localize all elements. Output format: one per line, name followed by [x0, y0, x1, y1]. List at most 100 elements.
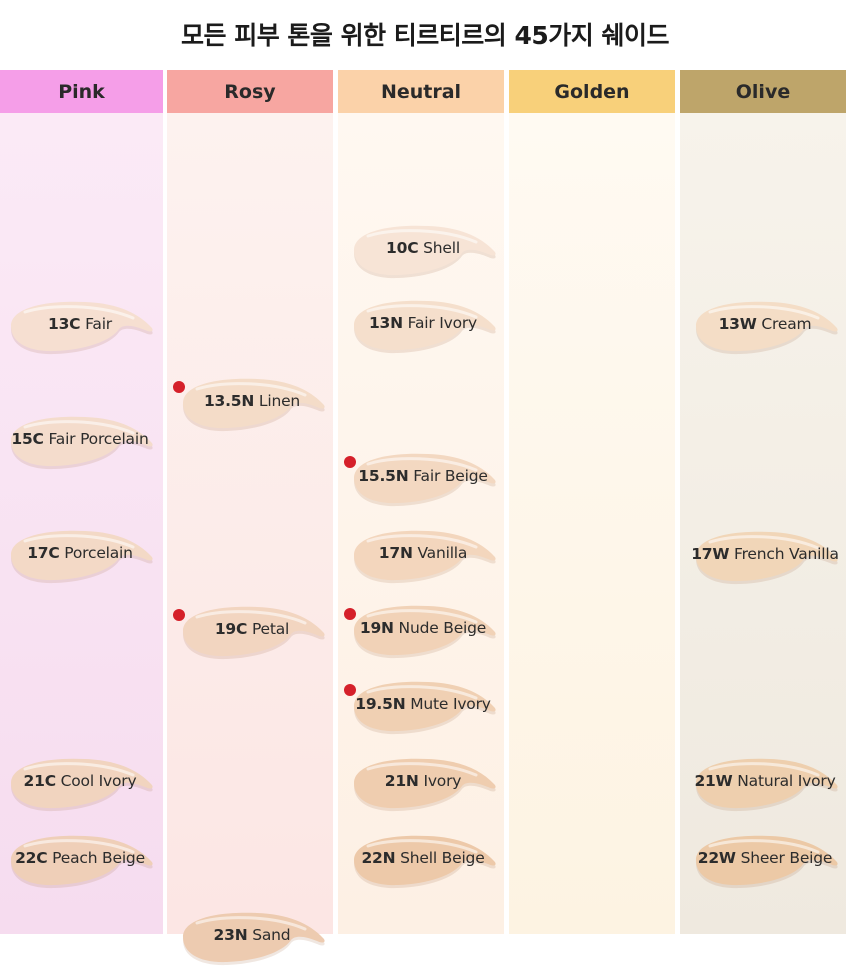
foundation-smear: [183, 378, 325, 432]
shade-code: 17W: [691, 545, 730, 563]
shade-code: 21W: [694, 772, 733, 790]
foundation-smear: [354, 758, 496, 812]
foundation-smear: [696, 835, 838, 889]
shade-code: 17N: [378, 544, 413, 562]
shade-name: Fair Beige: [413, 467, 488, 485]
shade-swatch: 13W Cream: [690, 296, 840, 360]
new-shade-dot: [344, 608, 356, 620]
foundation-smear: [354, 605, 496, 659]
shade-label: 22W Sheer Beige: [690, 830, 840, 886]
shade-name: Fair Ivory: [407, 314, 478, 332]
shade-label: 13N Fair Ivory: [348, 295, 498, 351]
shade-code: 13N: [368, 314, 403, 332]
shade-code: 17C: [27, 544, 60, 562]
foundation-smear: [354, 530, 496, 584]
shade-code: 13C: [48, 315, 81, 333]
shade-name: Cool Ivory: [60, 772, 137, 790]
shade-swatch: 22N Shell Beige: [348, 830, 498, 894]
new-shade-dot: [344, 456, 356, 468]
new-shade-dot: [173, 609, 185, 621]
foundation-smear: [183, 606, 325, 660]
shade-code: 21N: [384, 772, 419, 790]
shade-code: 19.5N: [355, 695, 406, 713]
shade-swatch: 15.5N Fair Beige: [344, 448, 498, 512]
column-body: 13W Cream 17W French Vanilla 21W Natural I…: [680, 113, 846, 934]
shade-swatch: 17C Porcelain: [5, 525, 155, 589]
foundation-smear: [696, 301, 838, 355]
shade-code: 21C: [23, 772, 57, 790]
shade-swatch: 19.5N Mute Ivory: [344, 676, 498, 740]
shade-code: 13.5N: [203, 392, 255, 410]
column-header: Neutral: [338, 70, 504, 113]
shade-name: Porcelain: [64, 544, 133, 562]
foundation-smear: [11, 835, 153, 889]
shade-label: 15.5N Fair Beige: [348, 448, 498, 504]
shade-label: 13C Fair: [5, 296, 155, 352]
shade-label: 19C Petal: [177, 601, 327, 657]
column-body: [509, 113, 675, 934]
shade-swatch: 22W Sheer Beige: [690, 830, 840, 894]
shade-swatch: 17W French Vanilla: [690, 526, 840, 590]
shade-swatch: 13N Fair Ivory: [348, 295, 498, 359]
shade-code: 13W: [718, 315, 757, 333]
shade-name: French Vanilla: [734, 545, 839, 563]
new-shade-dot: [173, 381, 185, 393]
shade-code: 10C: [386, 239, 419, 257]
foundation-smear: [354, 835, 496, 889]
shade-swatch: 13C Fair: [5, 296, 155, 360]
column-header: Golden: [509, 70, 675, 113]
shade-code: 22W: [697, 849, 736, 867]
shade-name: Cream: [761, 315, 812, 333]
shade-name: Vanilla: [417, 544, 468, 562]
shade-swatch: 21C Cool Ivory: [5, 753, 155, 817]
shade-swatch: 17N Vanilla: [348, 525, 498, 589]
shade-code: 19N: [359, 619, 394, 637]
foundation-smear: [11, 530, 153, 584]
new-shade-dot: [344, 684, 356, 696]
foundation-smear: [696, 531, 838, 585]
shade-name: Natural Ivory: [737, 772, 836, 790]
column-header: Olive: [680, 70, 846, 113]
shade-label: 22N Shell Beige: [348, 830, 498, 886]
foundation-smear: [11, 416, 153, 470]
shade-name: Petal: [251, 620, 290, 638]
shade-code: 22N: [361, 849, 396, 867]
column-body: 10C Shell 13N Fair Ivory 15.5N Fair Beige 1…: [338, 113, 504, 934]
shade-label: 15C Fair Porcelain: [5, 411, 155, 467]
column-body: 13C Fair 15C Fair Porcelain 17C Porcelain 2…: [0, 113, 163, 934]
shade-swatch: 13.5N Linen: [173, 373, 327, 437]
shade-label: 21C Cool Ivory: [5, 753, 155, 809]
page-title: 모든 피부 톤을 위한 티르티르의 45가지 쉐이드: [180, 21, 670, 50]
column-neutral: Neutral 10C Shell 13N Fair Ivory 15.5N Fair…: [338, 70, 504, 934]
shade-code: 19C: [214, 620, 248, 638]
shade-code: 15.5N: [358, 467, 409, 485]
shade-name: Shell: [423, 239, 460, 257]
foundation-smear: [354, 300, 496, 354]
foundation-smear: [11, 301, 153, 355]
shade-label: 10C Shell: [348, 220, 498, 276]
shade-name: Sheer Beige: [740, 849, 833, 867]
shade-label: 22C Peach Beige: [5, 830, 155, 886]
shade-name: Peach Beige: [52, 849, 145, 867]
shade-label: 13.5N Linen: [177, 373, 327, 429]
shade-label: 19.5N Mute Ivory: [348, 676, 498, 732]
shade-name: Fair: [85, 315, 112, 333]
foundation-smear: [354, 681, 496, 735]
column-header: Rosy: [167, 70, 333, 113]
shade-name: Mute Ivory: [410, 695, 491, 713]
shade-name: Nude Beige: [398, 619, 487, 637]
shade-label: 21W Natural Ivory: [690, 753, 840, 809]
shade-label: 17W French Vanilla: [690, 526, 840, 582]
shade-code: 22C: [15, 849, 48, 867]
shade-swatch: 15C Fair Porcelain: [5, 411, 155, 475]
shade-name: Fair Porcelain: [48, 430, 149, 448]
column-olive: Olive 13W Cream 17W French Vanilla 21W Natu…: [680, 70, 846, 934]
shade-swatch: 22C Peach Beige: [5, 830, 155, 894]
foundation-smear: [354, 453, 496, 507]
column-body: 13.5N Linen 19C Petal 23N Sand: [167, 113, 333, 966]
shade-label: 21N Ivory: [348, 753, 498, 809]
column-pink: Pink 13C Fair 15C Fair Porcelain 17C Porcel…: [0, 70, 163, 934]
shade-swatch: 21W Natural Ivory: [690, 753, 840, 817]
foundation-smear: [11, 758, 153, 812]
shade-name: Shell Beige: [400, 849, 485, 867]
